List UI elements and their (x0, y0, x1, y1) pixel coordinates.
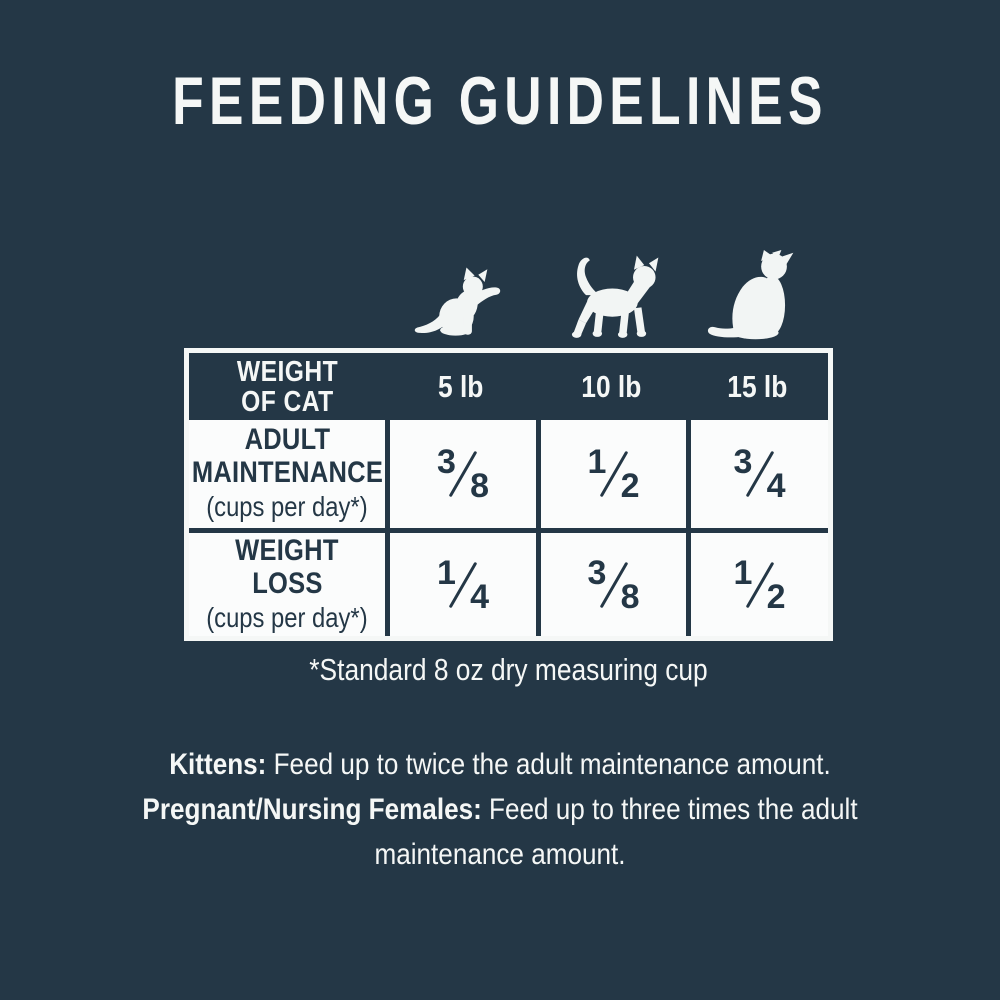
fraction-value: 3 4 (733, 445, 787, 503)
fraction-value: 1 4 (436, 556, 490, 614)
weight-label: 10 lb (580, 368, 642, 404)
kittens-note: Kittens: Feed up to twice the adult main… (100, 742, 900, 787)
header-col-10lb: 10 lb (536, 353, 686, 420)
note-text: Feed up to three times the adult mainten… (374, 793, 858, 871)
header-col-5lb: 5 lb (385, 353, 536, 420)
table-row-weight-loss: WEIGHT LOSS (cups per day*) 1 4 3 8 (189, 528, 828, 636)
row-label-note: (cups per day*) (206, 601, 368, 633)
row-label-line2: MAINTENANCE (191, 456, 383, 489)
fraction-numerator: 3 (587, 553, 607, 592)
weight-label: 5 lb (437, 368, 484, 404)
page-title: FEEDING GUIDELINES (172, 63, 828, 139)
row-label-weight-loss: WEIGHT LOSS (cups per day*) (189, 533, 385, 636)
value-loss-10lb: 3 8 (536, 533, 686, 636)
value-adult-15lb: 3 4 (686, 420, 828, 528)
note-lead: Kittens: (169, 748, 267, 781)
value-adult-5lb: 3 8 (385, 420, 536, 528)
fraction-numerator: 3 (733, 443, 753, 481)
header-col-15lb: 15 lb (686, 353, 828, 420)
medium-cat-icon (571, 255, 659, 338)
row-label-line1: ADULT (244, 423, 330, 456)
fraction-denominator: 8 (470, 467, 489, 505)
value-adult-10lb: 1 2 (536, 420, 686, 528)
fraction-numerator: 1 (437, 553, 456, 592)
pregnant-nursing-note: Pregnant/Nursing Females: Feed up to thr… (100, 787, 900, 877)
fraction-value: 1 2 (587, 445, 641, 503)
measuring-cup-footnote: *Standard 8 oz dry measuring cup (309, 652, 708, 687)
fraction-value: 3 8 (587, 556, 641, 614)
fraction-denominator: 4 (470, 577, 489, 616)
header-label-line2: OF CAT (240, 385, 334, 418)
row-label-note: (cups per day*) (206, 491, 368, 522)
row-label-adult-maintenance: ADULT MAINTENANCE (cups per day*) (189, 420, 385, 528)
table-row-adult-maintenance: ADULT MAINTENANCE (cups per day*) 3 8 1 … (189, 420, 828, 528)
feeding-notes: Kittens: Feed up to twice the adult main… (100, 742, 900, 877)
fraction-numerator: 3 (437, 443, 456, 481)
fraction-numerator: 1 (587, 443, 607, 481)
note-lead: Pregnant/Nursing Females: (142, 793, 482, 826)
feeding-table: WEIGHT OF CAT 5 lb 10 lb 15 lb ADULT MAI… (184, 348, 833, 641)
small-cat-icon (414, 267, 501, 336)
table-header-row: WEIGHT OF CAT 5 lb 10 lb 15 lb (189, 353, 828, 420)
fraction-value: 1 2 (733, 556, 787, 614)
large-cat-icon (707, 250, 794, 340)
value-loss-15lb: 1 2 (686, 533, 828, 636)
value-loss-5lb: 1 4 (385, 533, 536, 636)
fraction-numerator: 1 (733, 553, 753, 592)
note-text: Feed up to twice the adult maintenance a… (266, 748, 831, 781)
row-label-line1: WEIGHT (235, 533, 339, 567)
fraction-denominator: 2 (766, 577, 786, 616)
header-label-line1: WEIGHT (236, 355, 338, 388)
header-weight-of-cat: WEIGHT OF CAT (189, 353, 385, 420)
fraction-denominator: 8 (620, 577, 640, 616)
row-label-line2: LOSS (251, 566, 323, 600)
fraction-value: 3 8 (436, 445, 490, 503)
fraction-denominator: 2 (620, 467, 640, 505)
fraction-denominator: 4 (766, 467, 786, 505)
weight-label: 15 lb (726, 368, 788, 404)
